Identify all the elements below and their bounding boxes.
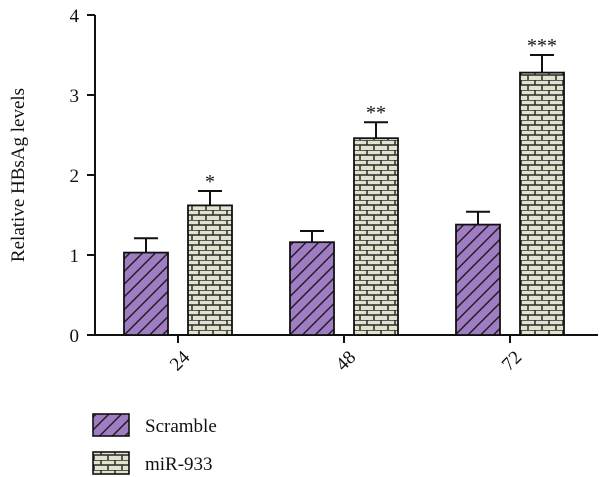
y-tick-label: 1 [70, 246, 80, 267]
legend-swatch-mir-933 [92, 451, 130, 475]
significance-label: *** [527, 35, 557, 57]
axes [87, 14, 598, 343]
x-tick-label: 24 [166, 347, 195, 376]
bar-scramble-24 [123, 251, 169, 336]
bar-scramble-72 [455, 223, 501, 336]
y-tick-label: 4 [70, 6, 80, 27]
x-tick-labels: 24 48 72 [166, 347, 526, 376]
y-tick-label: 0 [70, 326, 80, 347]
y-tick-labels: 0 1 2 3 4 [70, 6, 80, 347]
legend: Scramble miR-933 [92, 413, 217, 475]
bars: ****** [123, 35, 565, 336]
x-tick-label: 48 [332, 347, 360, 375]
significance-label: ** [366, 102, 386, 124]
x-tick-label: 72 [498, 347, 526, 375]
significance-label: * [205, 171, 215, 193]
y-tick-label: 3 [70, 86, 80, 107]
y-tick-label: 2 [70, 166, 80, 187]
legend-label: miR-933 [145, 454, 213, 475]
legend-swatch-scramble [92, 413, 130, 437]
bar-mir-933-24 [187, 204, 233, 336]
bar-mir-933-48 [353, 137, 399, 336]
legend-label: Scramble [145, 416, 217, 437]
y-axis-label: Relative HBsAg levels [8, 88, 29, 262]
bar-scramble-48 [289, 241, 335, 336]
bar-mir-933-72 [519, 71, 565, 336]
